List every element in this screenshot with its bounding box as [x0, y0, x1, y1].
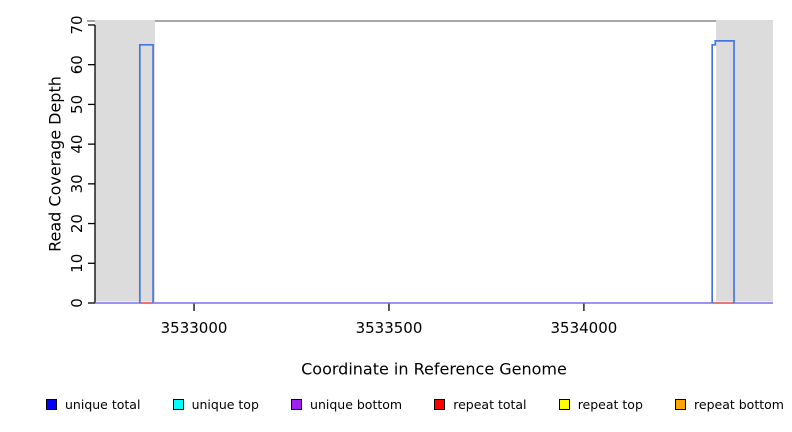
y-axis-tick-label: 20	[68, 214, 86, 233]
legend-label: repeat top	[577, 397, 643, 412]
chart-legend: unique total unique top unique bottom re…	[46, 397, 784, 412]
unique-total-swatch-icon	[46, 399, 57, 410]
y-axis-tick-label: 60	[68, 55, 86, 74]
chart-canvas: 0 10 20 30 40 50 60 70 3533000 3533500 3534000	[68, 15, 773, 337]
x-axis-tick-label: 3533000	[161, 319, 228, 337]
unique-top-swatch-icon	[172, 399, 184, 410]
repeat-region-shading	[95, 20, 156, 302]
y-axis-tick-label: 50	[68, 95, 86, 114]
coverage-peak	[138, 43, 154, 303]
unique-bottom-swatch-icon	[291, 399, 303, 410]
y-axis-tick-label: 40	[68, 135, 86, 154]
y-axis-tick-label: 10	[68, 254, 86, 273]
coverage-peak	[711, 40, 735, 303]
x-axis-tick-label: 3534000	[551, 319, 618, 337]
legend-label: repeat bottom	[694, 397, 784, 412]
legend-item-repeat-total: repeat total	[434, 397, 527, 412]
legend-item-unique-total: unique total	[46, 397, 140, 412]
repeat-region-shading	[716, 20, 773, 302]
repeat-bottom-swatch-icon	[675, 399, 687, 410]
y-axis-tick-label: 30	[68, 174, 86, 193]
legend-label: repeat total	[453, 397, 527, 412]
y-axis-title: Read Coverage Depth	[45, 76, 65, 252]
legend-item-unique-top: unique top	[172, 397, 259, 412]
y-axis-tick-label: 70	[68, 15, 86, 34]
legend-label: unique bottom	[310, 397, 403, 412]
repeat-top-swatch-icon	[558, 399, 570, 410]
legend-label: unique total	[65, 397, 141, 412]
legend-item-repeat-top: repeat top	[558, 397, 643, 412]
legend-item-repeat-bottom: repeat bottom	[675, 397, 784, 412]
y-axis-tick-label: 0	[68, 298, 86, 308]
x-axis-tick-label: 3533500	[356, 319, 423, 337]
repeat-total-swatch-icon	[434, 399, 446, 410]
legend-item-unique-bottom: unique bottom	[291, 397, 402, 412]
legend-label: unique top	[191, 397, 259, 412]
x-axis-title: Coordinate in Reference Genome	[301, 359, 567, 379]
